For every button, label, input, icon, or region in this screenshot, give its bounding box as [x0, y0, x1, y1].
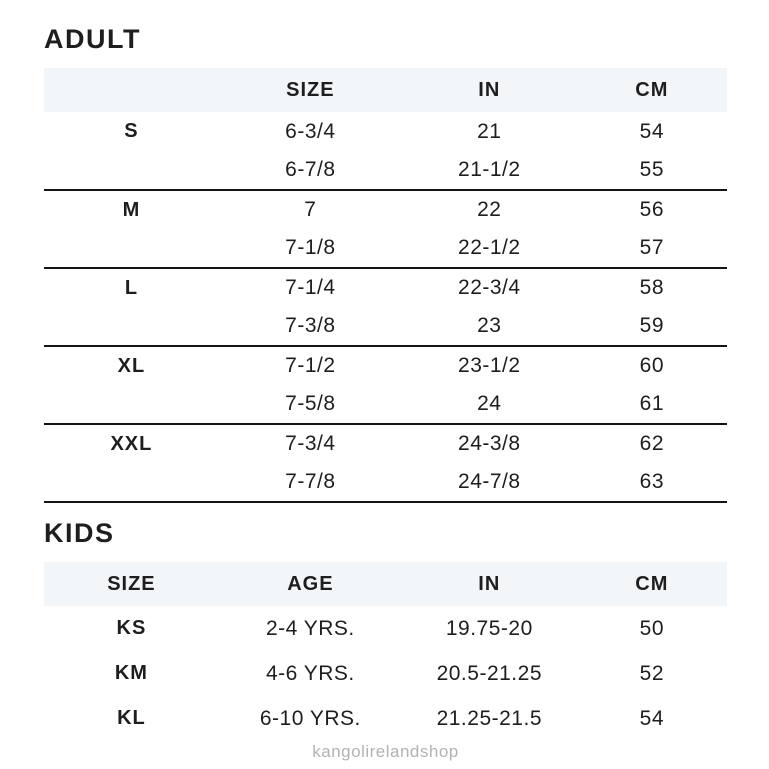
adult-section: ADULT SIZE IN CM S 6-3/4 21 54 [44, 24, 727, 503]
cm-value-cell: 63 [576, 463, 727, 503]
size-label-cell [44, 463, 219, 503]
cm-value-cell: 58 [639, 276, 665, 299]
table-row: XXL 7-3/4 24-3/8 62 [44, 424, 727, 463]
column-header-size: SIZE [218, 68, 402, 112]
watermark: kangolirelandshop [312, 742, 459, 761]
in-value-cell: 23-1/2 [458, 354, 521, 377]
cm-value-cell: 60 [639, 354, 665, 377]
size-label-cell: M [122, 198, 141, 221]
table-row: S 6-3/4 21 54 [44, 112, 727, 151]
size-label-cell [44, 385, 219, 425]
in-value-cell: 23 [401, 307, 577, 347]
size-value-cell: 7-5/8 [218, 385, 402, 425]
size-label-cell [44, 307, 219, 347]
column-header-in: IN [401, 562, 577, 606]
age-value-cell: 6-10 YRS. [259, 706, 361, 730]
in-value-cell: 24-7/8 [401, 463, 577, 503]
column-header-cm: CM [576, 68, 727, 112]
size-value-cell: 7-1/2 [285, 354, 336, 377]
age-value-cell: 4-6 YRS. [265, 661, 355, 685]
size-value-cell: 7-3/8 [218, 307, 402, 347]
size-label-cell: XXL [110, 432, 153, 455]
table-row: 7-5/8 24 61 [44, 385, 727, 425]
size-label-cell [44, 151, 219, 191]
table-row: KM 4-6 YRS. 20.5-21.25 52 [44, 651, 727, 696]
table-row: L 7-1/4 22-3/4 58 [44, 268, 727, 307]
kids-heading: KIDS [44, 518, 115, 548]
in-value-cell: 20.5-21.25 [436, 661, 542, 685]
column-header-blank [44, 68, 219, 112]
kids-size-table: SIZE AGE IN CM KS 2-4 YRS. 19.75-20 50 K… [44, 562, 727, 741]
cm-value-cell: 57 [576, 229, 727, 269]
column-header-size: SIZE [44, 562, 219, 606]
column-header-age: AGE [218, 562, 402, 606]
table-row: M 7 22 56 [44, 190, 727, 229]
cm-value-cell: 54 [639, 119, 665, 143]
in-value-cell: 24 [401, 385, 577, 425]
size-label-cell: KS [116, 617, 147, 639]
size-label-cell: XL [117, 354, 146, 377]
in-value-cell: 22 [477, 198, 502, 221]
in-value-cell: 22-1/2 [401, 229, 577, 269]
in-value-cell: 21 [477, 119, 502, 143]
cm-value-cell: 61 [576, 385, 727, 425]
size-label-cell: KL [117, 707, 146, 729]
adult-heading: ADULT [44, 24, 141, 54]
in-value-cell: 19.75-20 [445, 616, 533, 640]
cm-value-cell: 59 [576, 307, 727, 347]
adult-size-table: SIZE IN CM S 6-3/4 21 54 6-7/8 21-1/2 55 [44, 68, 727, 503]
size-label-cell: L [124, 276, 139, 299]
cm-value-cell: 54 [639, 706, 665, 730]
size-label-cell [44, 229, 219, 269]
cm-value-cell: 62 [639, 432, 665, 455]
size-label-cell: KM [114, 662, 148, 684]
table-row: KS 2-4 YRS. 19.75-20 50 [44, 606, 727, 651]
size-value-cell: 7-7/8 [218, 463, 402, 503]
in-value-cell: 21.25-21.5 [436, 706, 542, 730]
cm-value-cell: 50 [639, 616, 665, 640]
in-value-cell: 21-1/2 [401, 151, 577, 191]
cm-value-cell: 52 [639, 661, 665, 685]
age-value-cell: 2-4 YRS. [265, 616, 355, 640]
table-row: 7-3/8 23 59 [44, 307, 727, 347]
in-value-cell: 22-3/4 [458, 276, 521, 299]
size-value-cell: 7-1/4 [285, 276, 336, 299]
table-row: XL 7-1/2 23-1/2 60 [44, 346, 727, 385]
size-value-cell: 6-3/4 [285, 119, 336, 143]
column-header-cm: CM [576, 562, 727, 606]
size-value-cell: 7-3/4 [285, 432, 336, 455]
cm-value-cell: 56 [639, 198, 665, 221]
cm-value-cell: 55 [576, 151, 727, 191]
adult-header-row: SIZE IN CM [44, 68, 727, 112]
size-value-cell: 7 [304, 198, 317, 221]
column-header-in: IN [401, 68, 577, 112]
table-row: 7-7/8 24-7/8 63 [44, 463, 727, 503]
table-row: 6-7/8 21-1/2 55 [44, 151, 727, 191]
kids-header-row: SIZE AGE IN CM [44, 562, 727, 606]
kids-section: KIDS SIZE AGE IN CM KS 2-4 YRS. 19.75-20… [44, 518, 727, 741]
size-value-cell: 6-7/8 [218, 151, 402, 191]
size-label-cell: S [124, 120, 139, 142]
table-row: KL 6-10 YRS. 21.25-21.5 54 [44, 696, 727, 741]
size-value-cell: 7-1/8 [218, 229, 402, 269]
in-value-cell: 24-3/8 [458, 432, 521, 455]
table-row: 7-1/8 22-1/2 57 [44, 229, 727, 269]
